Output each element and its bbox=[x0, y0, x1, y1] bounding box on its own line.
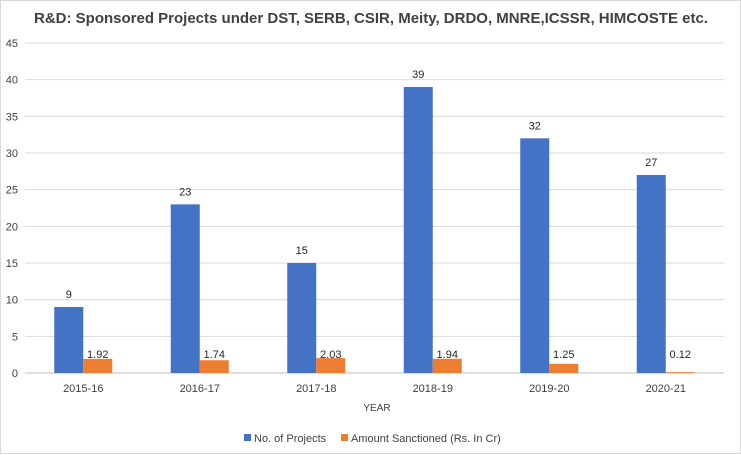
bar-projects bbox=[520, 138, 550, 373]
data-label-amount: 1.25 bbox=[553, 349, 574, 361]
data-label-amount: 1.92 bbox=[87, 349, 108, 361]
y-tick-label: 25 bbox=[6, 185, 18, 197]
bar-projects bbox=[170, 204, 200, 373]
x-tick-label: 2019-20 bbox=[529, 383, 569, 395]
bar-projects bbox=[636, 175, 666, 373]
bar-amount bbox=[199, 360, 229, 373]
data-label-projects: 23 bbox=[179, 186, 191, 198]
x-tick-label: 2015-16 bbox=[63, 383, 103, 395]
x-axis-title: YEAR bbox=[363, 403, 390, 414]
x-tick-label: 2016-17 bbox=[180, 383, 220, 395]
x-tick-label: 2018-19 bbox=[413, 383, 453, 395]
bar-amount bbox=[549, 363, 579, 373]
legend-label-amount: Amount Sanctioned (Rs. In Cr) bbox=[351, 433, 501, 445]
bar-amount bbox=[665, 372, 695, 373]
bar-projects bbox=[287, 263, 317, 373]
data-label-amount: 1.94 bbox=[437, 349, 458, 361]
x-tick-label: 2020-21 bbox=[646, 383, 686, 395]
data-label-projects: 9 bbox=[66, 289, 72, 301]
bars bbox=[54, 87, 695, 373]
legend-swatch-projects bbox=[244, 434, 251, 441]
y-tick-label: 5 bbox=[12, 331, 18, 343]
bar-projects bbox=[54, 307, 84, 373]
legend-swatch-amount bbox=[341, 434, 348, 441]
data-label-projects: 27 bbox=[645, 157, 657, 169]
data-label-amount: 2.03 bbox=[320, 349, 341, 361]
data-label-projects: 15 bbox=[296, 245, 308, 257]
data-label-projects: 32 bbox=[529, 120, 541, 132]
bar-amount bbox=[83, 358, 113, 373]
y-tick-label: 30 bbox=[6, 148, 18, 160]
data-label-amount: 0.12 bbox=[670, 349, 691, 361]
y-tick-label: 10 bbox=[6, 295, 18, 307]
gridlines bbox=[25, 42, 724, 374]
data-label-amount: 1.74 bbox=[204, 349, 225, 361]
y-axis-ticks: 0 5 10 15 20 25 30 35 40 45 bbox=[6, 38, 18, 380]
bar-projects bbox=[403, 87, 433, 373]
y-tick-label: 40 bbox=[6, 75, 18, 87]
y-tick-label: 45 bbox=[6, 38, 18, 50]
y-tick-label: 35 bbox=[6, 111, 18, 123]
y-tick-label: 0 bbox=[12, 368, 18, 380]
legend: No. of Projects Amount Sanctioned (Rs. In… bbox=[244, 433, 501, 445]
data-labels: 9 1.92 23 1.74 15 2.03 39 1.94 32 1.25 27 0.12 bbox=[66, 69, 691, 361]
x-tick-label: 2017-18 bbox=[296, 383, 336, 395]
data-label-projects: 39 bbox=[412, 69, 424, 81]
chart-title: R&D: Sponsored Projects under DST, SERB,… bbox=[34, 10, 708, 27]
bar-amount bbox=[316, 358, 346, 373]
legend-label-projects: No. of Projects bbox=[254, 433, 327, 445]
y-tick-label: 15 bbox=[6, 258, 18, 270]
x-axis-ticks: 2015-16 2016-17 2017-18 2018-19 2019-20 2020-… bbox=[63, 383, 686, 395]
y-tick-label: 20 bbox=[6, 221, 18, 233]
bar-amount bbox=[432, 358, 462, 373]
